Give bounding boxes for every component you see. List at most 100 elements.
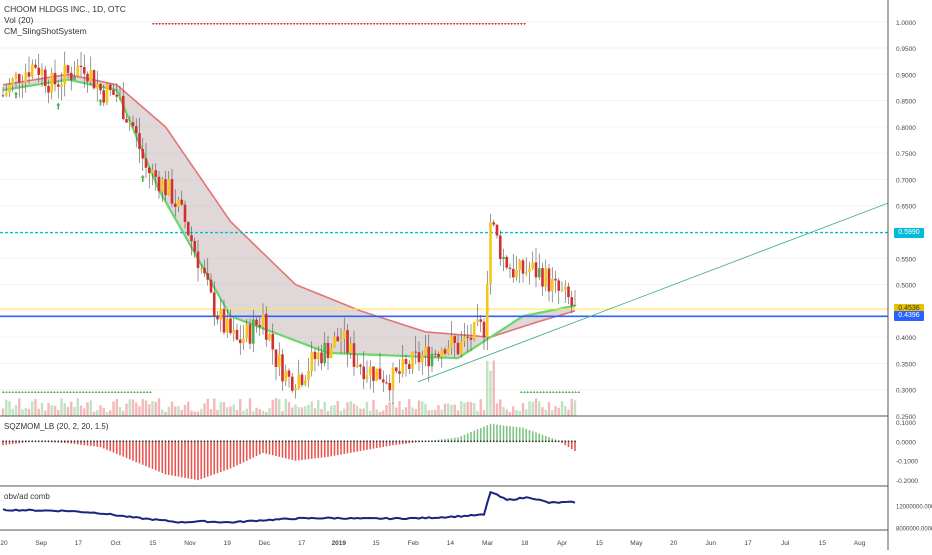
sell-dot [264, 23, 267, 26]
volume-bar [440, 409, 443, 416]
volume-bar [115, 398, 118, 416]
sell-dot [411, 23, 414, 26]
volume-bar [128, 399, 131, 416]
candle-body [528, 268, 531, 272]
buy-dot [72, 390, 76, 393]
squeeze-dot [353, 440, 355, 443]
volume-bar [66, 406, 70, 416]
buy-dot [558, 390, 561, 393]
squeeze-dot [317, 440, 320, 443]
candle-body [489, 222, 492, 285]
candle-body [362, 366, 366, 380]
squeeze-dot [561, 440, 563, 443]
sell-dot [456, 23, 459, 26]
squeeze-dot [499, 440, 502, 443]
squeeze-dot [340, 440, 342, 443]
squeeze-dot [2, 440, 4, 443]
candle-body [346, 330, 349, 353]
sell-dot [308, 23, 312, 26]
candle-body [255, 319, 258, 325]
squeeze-dot [411, 440, 414, 443]
squeeze-dot [450, 440, 453, 443]
buy-dot [30, 390, 34, 393]
candle-body [173, 203, 177, 207]
volume-bar [479, 399, 482, 416]
candle-body [79, 65, 83, 68]
indicator-legend[interactable]: CM_SlingShotSystem [4, 26, 87, 36]
squeeze-dot [330, 440, 333, 443]
candle-body [245, 324, 249, 339]
trend-line [417, 202, 889, 383]
sell-dot [500, 23, 504, 26]
squeeze-dot [557, 440, 560, 443]
sell-dot [276, 23, 280, 26]
squeeze-dot [310, 440, 313, 443]
candle-body [466, 336, 470, 338]
volume-bar [34, 399, 37, 416]
volume-bar [359, 408, 362, 416]
volume-bar [333, 405, 336, 416]
time-tick-label: 17 [298, 540, 306, 547]
buy-dot [82, 390, 85, 393]
buy-dot [43, 390, 47, 393]
sell-dot [420, 23, 424, 26]
buy-dot [85, 390, 88, 393]
squeeze-dot [372, 440, 375, 443]
volume-bar [447, 403, 450, 416]
volume-bar [226, 407, 229, 416]
squeeze-axis: 0.1000 0.0000 -0.1000 -0.2000 [896, 420, 918, 485]
squeeze-pane-label[interactable]: SQZMOM_LB (20, 2, 20, 1.5) [4, 422, 109, 431]
squeeze-dot [154, 440, 157, 443]
volume-bar [96, 409, 99, 416]
sell-dot [180, 23, 184, 26]
volume-legend[interactable]: Vol (20) [4, 15, 34, 25]
candle-body [193, 241, 197, 252]
volume-bar [291, 407, 294, 416]
obv-pane-label[interactable]: obv/ad comb [4, 492, 50, 501]
volume-bar [492, 360, 495, 416]
volume-bar [14, 405, 18, 416]
sell-dot [331, 23, 334, 26]
volume-bar [27, 408, 31, 416]
sell-dot [523, 23, 526, 26]
volume-bar [63, 403, 66, 416]
volume-bar [89, 400, 92, 416]
volume-bar [57, 410, 60, 416]
squeeze-dot [271, 440, 274, 443]
candle-body [261, 313, 265, 327]
volume-bar [70, 401, 73, 416]
volume-bar [187, 401, 190, 416]
candle-body [368, 366, 372, 376]
candle-body [138, 133, 141, 150]
volume-bar [326, 411, 330, 416]
candle-body [212, 292, 216, 317]
time-axis[interactable]: 20 Sep 17 Oct 15 Nov 19 Dec 17 2019 15 Feb 14 Mar 18 Ap… [0, 540, 865, 547]
candle-body [511, 268, 515, 278]
candle-body [443, 349, 447, 354]
sell-dot [366, 23, 369, 26]
volume-bar [547, 402, 551, 416]
buy-dot [532, 390, 536, 393]
volume-bar [261, 410, 265, 416]
candle-body [385, 382, 388, 384]
squeeze-dot [544, 440, 547, 443]
sell-dot [520, 23, 523, 26]
candle-body [420, 355, 424, 363]
candle-body [518, 260, 522, 270]
volume-bar [79, 405, 83, 416]
symbol-title[interactable]: CHOOM HLDGS INC., 1D, OTC [4, 4, 126, 14]
volume-bar [343, 408, 346, 416]
squeeze-dot [252, 440, 255, 443]
sell-dot [321, 23, 325, 26]
sell-dot [510, 23, 513, 26]
squeeze-dot [138, 440, 141, 443]
squeeze-dot [479, 440, 482, 443]
squeeze-dot [440, 440, 443, 443]
squeeze-dot [327, 440, 329, 443]
signal-up-arrow [14, 91, 18, 99]
sell-dot [248, 23, 251, 26]
squeeze-dot [359, 440, 362, 443]
volume-bar [544, 409, 547, 416]
